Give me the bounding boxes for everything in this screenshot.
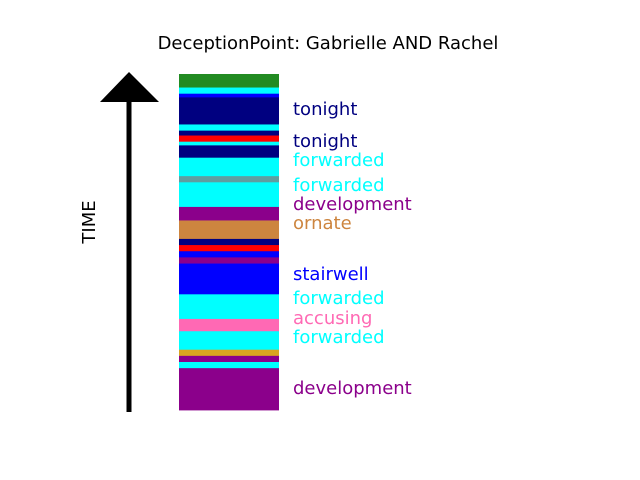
bar-segment-22	[179, 331, 279, 351]
bar-segment-9	[179, 145, 279, 159]
bar-segment-11	[179, 176, 279, 183]
word-label-1: tonight	[293, 99, 357, 120]
word-label-4: forwarded	[293, 175, 385, 196]
bar-segment-2	[179, 87, 279, 95]
bar-segment-16	[179, 245, 279, 252]
bar-segment-5	[179, 124, 279, 132]
word-label-11: development	[293, 378, 412, 399]
diagram-title: DeceptionPoint: Gabrielle AND Rachel	[158, 33, 499, 54]
word-label-9: accusing	[293, 308, 372, 329]
bar-segment-24	[179, 355, 279, 363]
bar-segment-10	[179, 157, 279, 177]
bar-segment-25	[179, 362, 279, 369]
bar-segment-7	[179, 135, 279, 143]
bar-segment-19	[179, 263, 279, 295]
time-axis-label: TIME	[79, 200, 100, 244]
bar-segment-8	[179, 141, 279, 146]
word-label-8: forwarded	[293, 288, 385, 309]
bar-segment-18	[179, 257, 279, 264]
word-label-7: stairwell	[293, 264, 369, 285]
time-arrow	[100, 72, 159, 412]
bar-segment-23	[179, 349, 279, 357]
word-label-5: development	[293, 194, 412, 215]
word-label-6: ornate	[293, 213, 352, 234]
bar-segment-13	[179, 206, 279, 221]
bar-segment-26	[179, 368, 279, 411]
bar-segment-21	[179, 318, 279, 332]
bar-segment-15	[179, 238, 279, 246]
word-labels: tonighttonightforwardedforwardeddevelopm…	[293, 99, 412, 399]
bar-segment-6	[179, 130, 279, 136]
bar-segment-17	[179, 251, 279, 258]
bar-segment-3	[179, 93, 279, 98]
bar-segment-1	[179, 74, 279, 88]
word-label-10: forwarded	[293, 327, 385, 348]
timeline-bar	[179, 74, 279, 411]
bar-segment-12	[179, 182, 279, 208]
bar-segment-20	[179, 294, 279, 320]
word-label-2: tonight	[293, 131, 357, 152]
time-arrow-head	[100, 72, 159, 102]
bar-segment-4	[179, 97, 279, 125]
word-label-3: forwarded	[293, 150, 385, 171]
bar-segment-14	[179, 220, 279, 240]
